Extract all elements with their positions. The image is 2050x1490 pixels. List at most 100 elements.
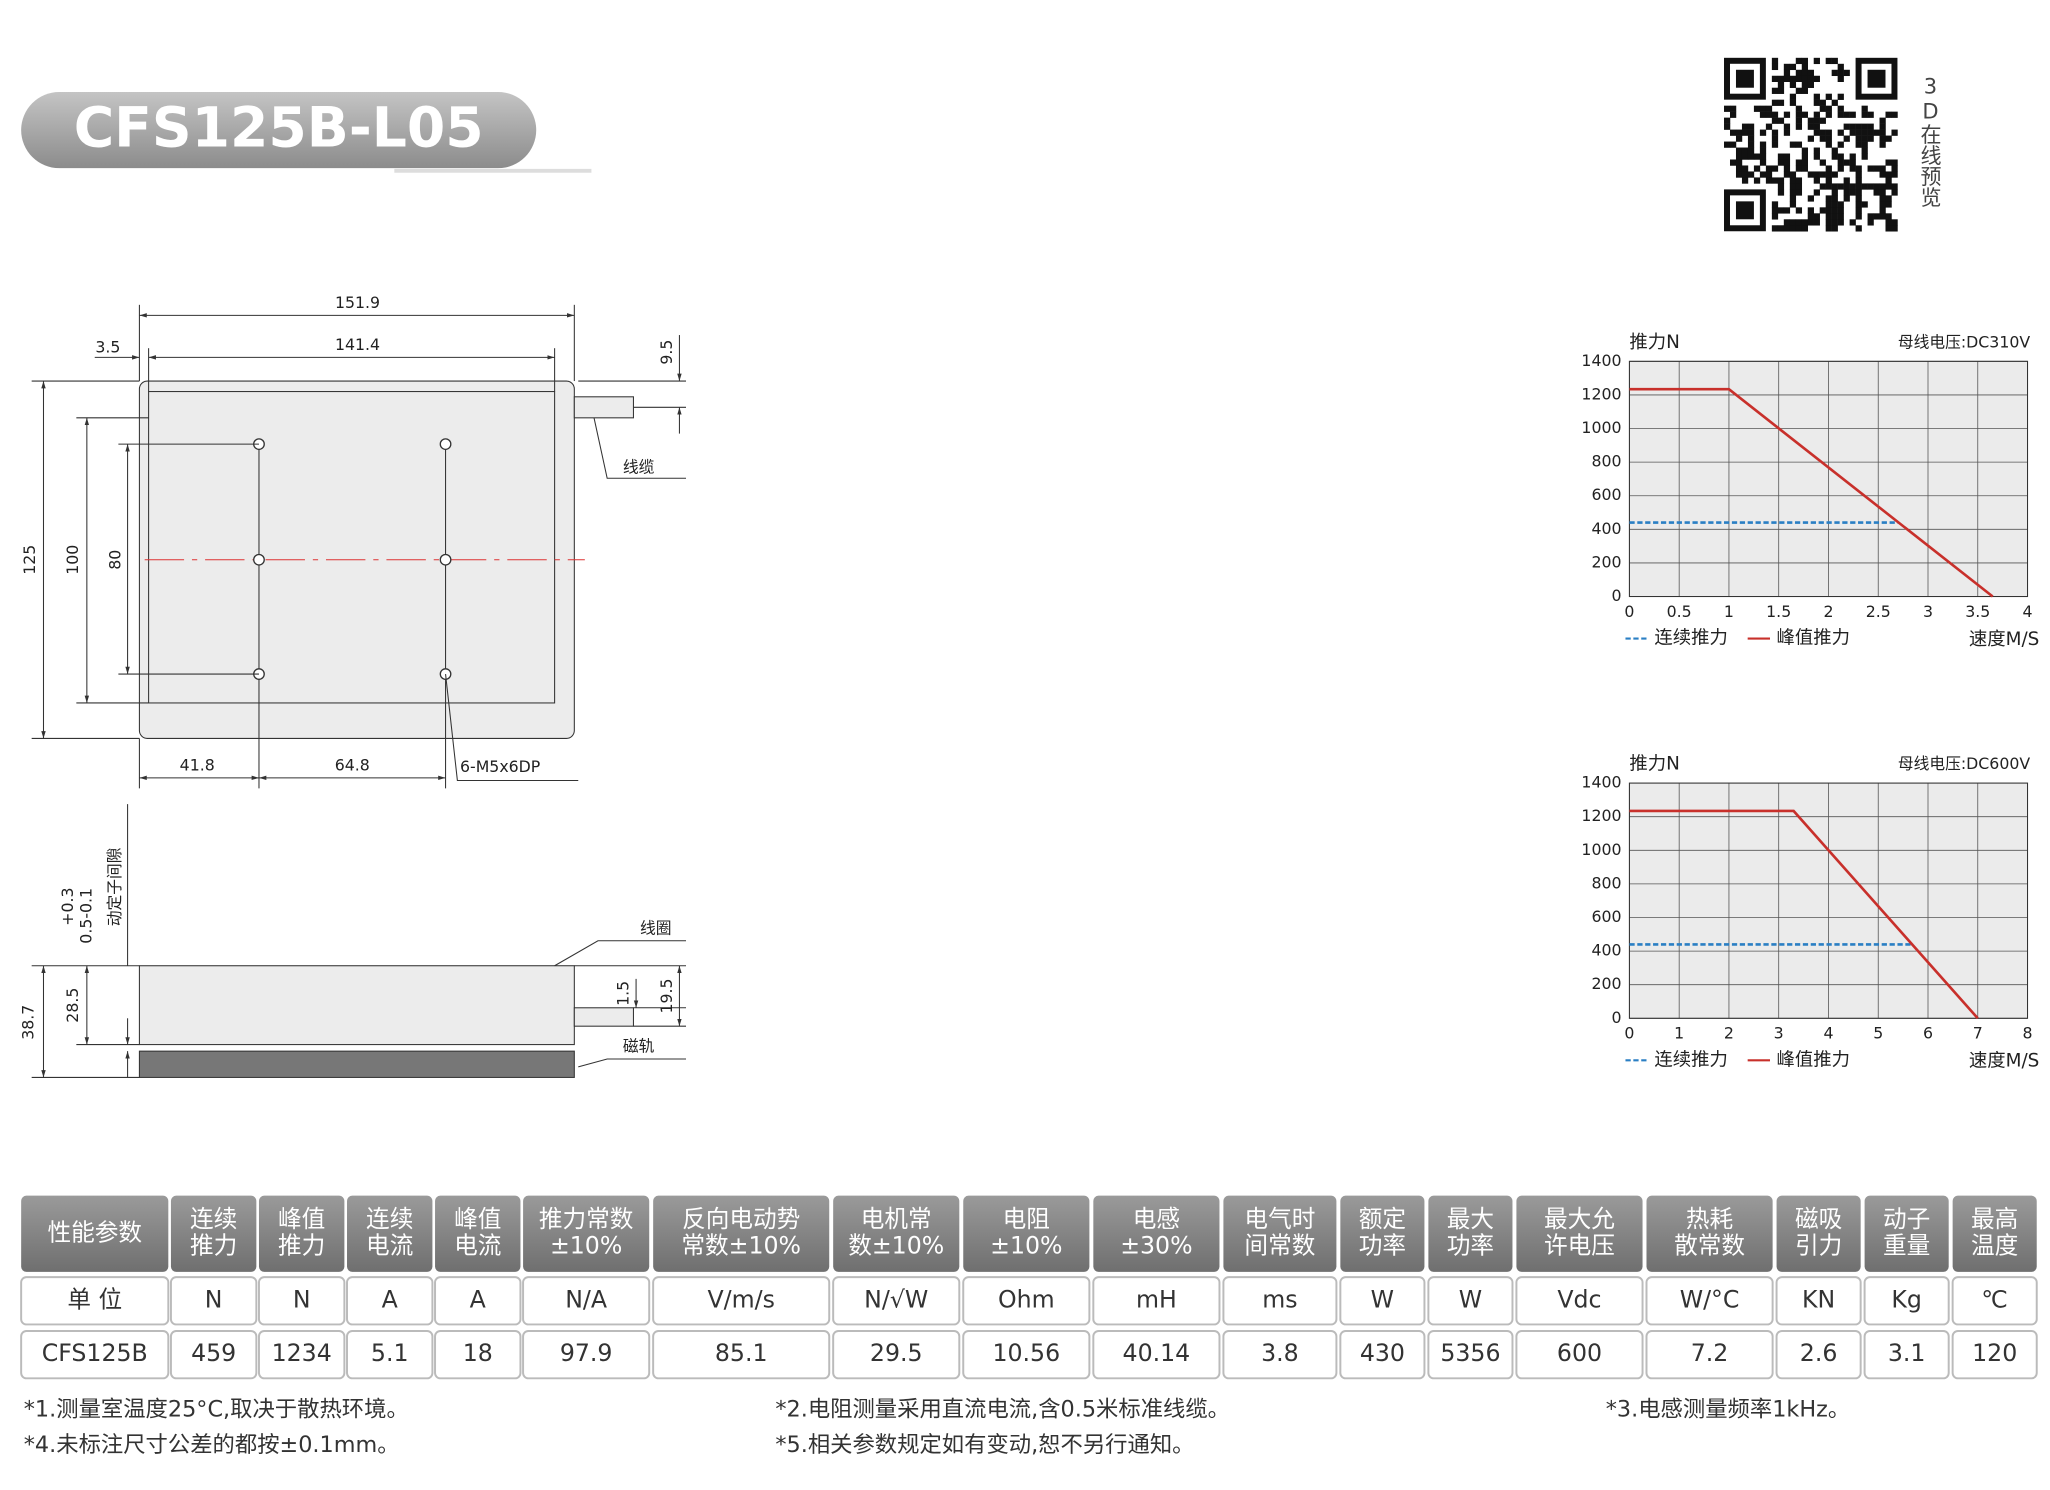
qr-module: [1795, 123, 1803, 130]
qr-module: [1891, 159, 1898, 166]
qr-module: [1765, 177, 1773, 184]
qr-module: [1855, 171, 1862, 178]
footnote: *2.电阻测量采用直流电流,含0.5米标准线缆。: [775, 1396, 1230, 1422]
table-cell: [962, 1276, 1091, 1326]
table-header-text: 功率: [1359, 1231, 1406, 1259]
qr-module: [1741, 171, 1749, 178]
qr-module: [1789, 81, 1797, 88]
qr-module: [1843, 159, 1850, 166]
qr-module: [1855, 141, 1862, 148]
qr-module: [1813, 189, 1820, 196]
qr-module: [1813, 93, 1820, 100]
x-tick-label: 1: [1674, 1024, 1684, 1043]
table-cell: [1645, 1330, 1774, 1380]
table-unit: N: [205, 1285, 223, 1313]
qr-module: [1861, 129, 1868, 136]
qr-module: [1741, 147, 1749, 154]
qr-module: [1855, 165, 1862, 172]
x-tick-label: 3.5: [1965, 602, 1990, 621]
qr-module: [1825, 201, 1832, 208]
table-value: 29.5: [870, 1339, 923, 1367]
qr-module: [1807, 219, 1814, 226]
table-cell: [1222, 1276, 1338, 1326]
qr-module: [1831, 171, 1838, 178]
table-header-text: 额定: [1359, 1205, 1406, 1233]
y-tick-label: 600: [1591, 485, 1621, 504]
qr-module: [1771, 75, 1779, 82]
qr-module: [1843, 123, 1850, 130]
qr-module: [1771, 111, 1779, 118]
qr-module: [1741, 123, 1749, 130]
qr-module: [1837, 201, 1844, 208]
qr-module: [1867, 123, 1874, 130]
qr-module: [1777, 81, 1785, 88]
qr-module: [1813, 153, 1820, 160]
qr-module: [1741, 153, 1749, 160]
qr-module: [1825, 195, 1832, 202]
table-unit: W: [1459, 1285, 1482, 1313]
qr-module: [1861, 153, 1868, 160]
qr-module: [1813, 171, 1820, 178]
qr-module: [1879, 183, 1886, 190]
table-header-text: 最高: [1971, 1205, 2018, 1233]
qr-module: [1879, 201, 1886, 208]
series-line: [1629, 387, 1994, 598]
qr-module: [1885, 177, 1892, 184]
qr-module: [1789, 177, 1797, 184]
table-unit: Vdc: [1557, 1285, 1601, 1313]
x-tick-label: 2: [1724, 1024, 1734, 1043]
qr-module: [1825, 141, 1832, 148]
qr-module: [1819, 207, 1826, 214]
table-header-text: 峰值: [454, 1205, 501, 1233]
dim-label: 151.9: [335, 293, 380, 312]
qr-module: [1825, 165, 1832, 172]
table-header-text: 磁吸: [1795, 1205, 1842, 1233]
qr-module: [1813, 75, 1820, 82]
table-cell: [434, 1330, 522, 1380]
qr-module: [1831, 189, 1838, 196]
qr-module: [1747, 153, 1755, 160]
qr-module: [1837, 63, 1844, 71]
qr-module: [1855, 129, 1862, 136]
table-cell: [257, 1276, 346, 1326]
qr-module: [1825, 171, 1832, 178]
table-value: CFS125B: [42, 1339, 148, 1367]
qr-module: [1873, 189, 1880, 196]
qr-module: [1813, 147, 1820, 154]
table-header-text: 数±10%: [848, 1231, 944, 1259]
qr-module: [1825, 57, 1832, 65]
qr-module: [1807, 123, 1814, 130]
qr-module: [1747, 123, 1755, 130]
table-header-cell: [523, 1195, 650, 1272]
x-tick-label: 8: [2023, 1024, 2033, 1043]
qr-module: [1831, 207, 1838, 214]
x-axis-label: 速度M/S: [1969, 629, 2039, 650]
x-tick-label: 3: [1774, 1024, 1784, 1043]
table-cell: [962, 1330, 1091, 1380]
table-unit: W: [1371, 1285, 1394, 1313]
table-header-cell: [1864, 1195, 1949, 1272]
qr-module: [1724, 141, 1731, 148]
qr-module: [1789, 99, 1797, 106]
qr-module: [1759, 171, 1767, 178]
qr-module: [1873, 183, 1880, 190]
qr-module: [1771, 207, 1779, 214]
qr-module: [1813, 117, 1820, 124]
qr-module: [1843, 69, 1850, 77]
qr-module: [1747, 147, 1755, 154]
qr-module: [1783, 207, 1791, 214]
qr-module: [1855, 213, 1862, 220]
qr-module: [1867, 219, 1874, 226]
qr-module: [1837, 183, 1844, 190]
table-header-text: 电气时: [1244, 1205, 1315, 1233]
qr-module: [1783, 165, 1791, 172]
dim-label: 1.5: [614, 981, 633, 1006]
qr-module: [1777, 189, 1785, 196]
x-tick-label: 3: [1923, 602, 1933, 621]
qr-module: [1867, 213, 1874, 220]
qr-module: [1867, 135, 1874, 142]
qr-module: [1891, 129, 1898, 136]
coil: [138, 965, 575, 1046]
qr-module: [1747, 129, 1755, 136]
qr-module: [1753, 153, 1761, 160]
